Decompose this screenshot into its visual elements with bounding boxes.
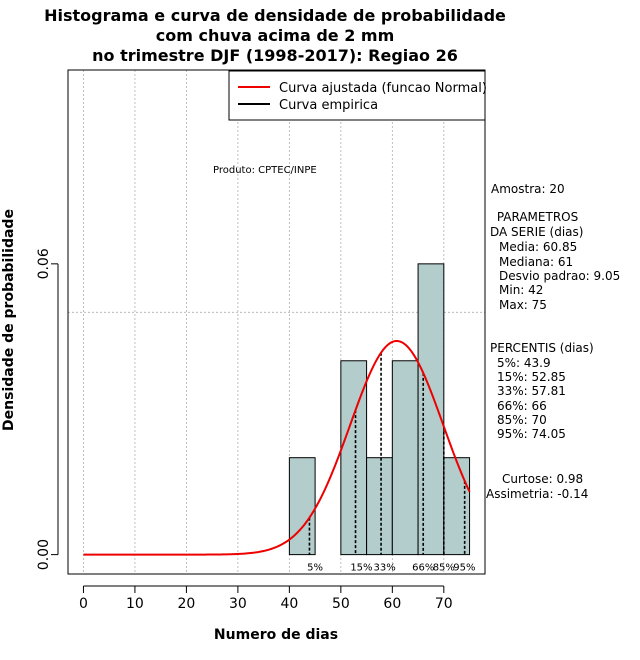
plot-frame [67,69,486,575]
percentil-5: 5%: 43.9 [497,356,551,370]
legend-label-normal: Curva ajustada (funcao Normal) [279,81,487,96]
percentile-label: 95% [453,563,475,574]
x-tick-label: 70 [435,596,453,612]
percentil-15: 15%: 52.85 [497,370,566,384]
percentile-label: 15% [350,563,372,574]
percentil-85: 85%: 70 [497,413,547,427]
param-desvio: Desvio padrao: 9.05 [499,269,620,283]
param-media: Media: 60.85 [499,240,577,254]
x-tick-label: 40 [280,596,298,612]
percentis-header: PERCENTIS (dias) [490,341,594,355]
chart-title-line-3: no trimestre DJF (1998-2017): Regiao 26 [92,46,458,65]
histogram-bar [366,457,393,556]
x-tick-label: 30 [229,596,247,612]
percentil-33: 33%: 57.81 [497,384,566,398]
y-axis-label: Densidade de probabilidade [1,209,17,431]
legend-label-empirical: Curva empirica [279,98,378,113]
normal-fit-curve [83,339,471,556]
percentile-label: 85% [433,563,455,574]
producer-note: Produto: CPTEC/INPE [213,165,317,176]
x-tick-label: 0 [79,596,88,612]
percentil-95: 95%: 74.05 [497,427,566,441]
x-tick-label: 60 [383,596,401,612]
x-tick-label: 20 [177,596,195,612]
chart-title-line-2: com chuva acima de 2 mm [156,26,395,45]
stats-panel: Amostra: 20 PARAMETROS DA SERIE (dias) M… [486,182,620,501]
y-axis: 0.00 0.06 [36,248,59,570]
params-header-1: PARAMETROS [493,210,578,224]
percentil-66: 66%: 66 [497,399,547,413]
curtose: Curtose: 0.98 [502,472,583,486]
x-axis: 0 10 20 30 40 50 60 70 [79,585,453,612]
legend-box [228,70,486,121]
legend: Curva ajustada (funcao Normal) Curva emp… [228,70,487,121]
histogram-bar [443,457,471,556]
y-tick-label: 0.06 [36,248,52,279]
param-min: Min: 42 [499,283,543,297]
histogram-bars [288,263,471,556]
x-tick-label: 10 [126,596,144,612]
percentile-label: 66% [412,563,434,574]
assimetria: Assimetria: -0.14 [486,487,588,501]
param-max: Max: 75 [499,298,547,312]
x-axis-label: Numero de dias [214,627,338,643]
histogram-bar [391,360,419,556]
param-mediana: Mediana: 61 [499,255,573,269]
percentile-label: 33% [373,563,395,574]
sample-size: Amostra: 20 [491,182,565,196]
histogram-bar [288,457,316,556]
histogram-bar [417,263,445,556]
percentile-label: 5% [307,563,323,574]
percentile-lines [308,352,466,555]
x-tick-label: 50 [332,596,350,612]
params-header-2: DA SERIE (dias) [490,225,583,239]
y-tick-label: 0.00 [36,539,52,570]
percentile-labels: 5% 15% 33% 66%85%95% [307,563,475,574]
chart-title-line-1: Histograma e curva de densidade de proba… [44,6,506,25]
